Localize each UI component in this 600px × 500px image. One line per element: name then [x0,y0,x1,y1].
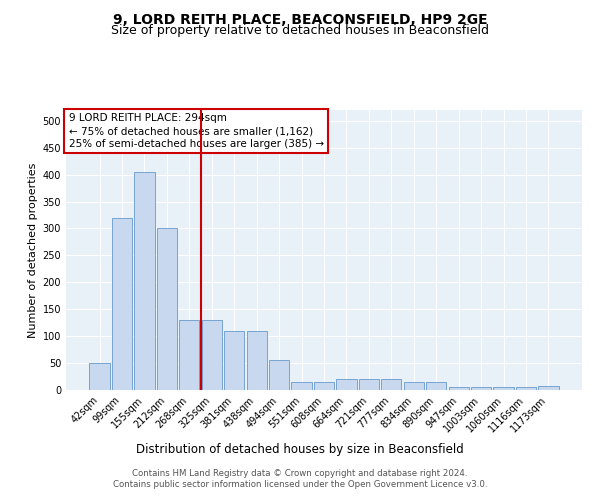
Text: Contains HM Land Registry data © Crown copyright and database right 2024.: Contains HM Land Registry data © Crown c… [132,469,468,478]
Text: Contains public sector information licensed under the Open Government Licence v3: Contains public sector information licen… [113,480,487,489]
Bar [224,331,244,390]
Text: Distribution of detached houses by size in Beaconsfield: Distribution of detached houses by size … [136,442,464,456]
Bar [112,218,132,390]
Bar [426,382,446,390]
Text: 9, LORD REITH PLACE, BEACONSFIELD, HP9 2GE: 9, LORD REITH PLACE, BEACONSFIELD, HP9 2… [113,12,487,26]
Bar [538,386,559,390]
Bar [292,382,311,390]
Bar [269,360,289,390]
Bar [404,382,424,390]
Bar [89,363,110,390]
Bar [337,379,356,390]
Bar [516,388,536,390]
Bar [471,388,491,390]
Bar [202,320,222,390]
Bar [157,228,177,390]
Bar [449,388,469,390]
Bar [493,388,514,390]
Text: Size of property relative to detached houses in Beaconsfield: Size of property relative to detached ho… [111,24,489,37]
Bar [247,331,267,390]
Y-axis label: Number of detached properties: Number of detached properties [28,162,38,338]
Bar [179,320,199,390]
Bar [359,379,379,390]
Text: 9 LORD REITH PLACE: 294sqm
← 75% of detached houses are smaller (1,162)
25% of s: 9 LORD REITH PLACE: 294sqm ← 75% of deta… [68,113,324,149]
Bar [134,172,155,390]
Bar [381,379,401,390]
Bar [314,382,334,390]
